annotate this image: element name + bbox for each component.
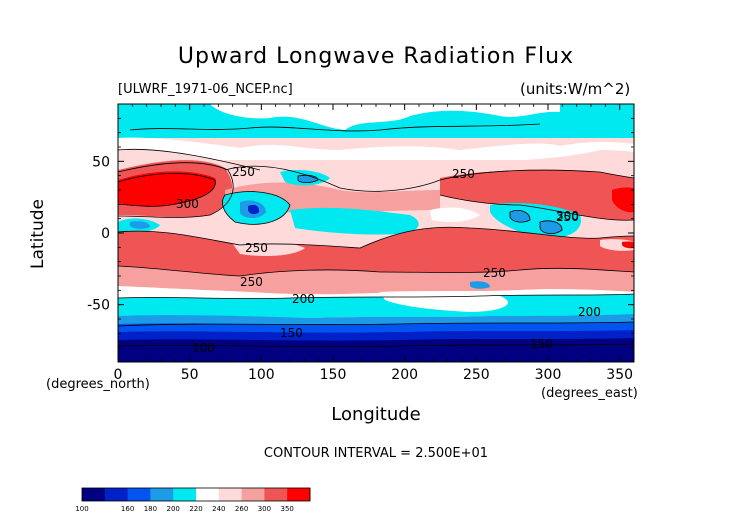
colorbar-label: 100 [75, 505, 88, 513]
contour-line [118, 321, 634, 327]
contour-interval: CONTOUR INTERVAL = 2.500E+01 [263, 446, 489, 461]
colorbar-label: 220 [189, 505, 202, 513]
contour-line [224, 165, 634, 192]
field-south-pink [118, 266, 634, 295]
y-axis: -50 0 50 [87, 117, 634, 349]
contour-line [297, 174, 319, 184]
field-trop-white [430, 207, 480, 223]
source-file-label: [ULWRF_1971-06_NCEP.nc] [118, 82, 293, 97]
y-axis-label: Latitude [28, 199, 48, 269]
contour-line [118, 162, 234, 218]
x-tick-label: 200 [391, 367, 418, 383]
contour-label: 250 [245, 241, 268, 255]
chart-title: Upward Longwave Radiation Flux [177, 44, 575, 69]
x-axis-units: (degrees_east) [541, 386, 638, 401]
field-trop-blue-3 [130, 221, 150, 229]
field-north-cyan-patch [540, 115, 600, 138]
contour-line [509, 210, 531, 223]
colorbar-label: 180 [144, 505, 157, 513]
contour-label: 200 [578, 305, 601, 319]
colorbar-label: 260 [235, 505, 248, 513]
contour-label: 250 [240, 275, 263, 289]
contour-line [118, 265, 634, 277]
x-axis: 0 50 100 150 200 250 300 350 [114, 104, 633, 383]
field-trop-blue-4 [510, 210, 530, 223]
field-trop-blue-5 [540, 220, 562, 234]
contour-label: 250 [483, 266, 506, 280]
contour-label: 100 [192, 341, 215, 355]
field-ne-red-core [612, 187, 634, 213]
field-south-pink-patch [230, 238, 305, 256]
contour-label: 250 [232, 165, 255, 179]
x-tick-label: 50 [181, 367, 199, 383]
contour-label: 300 [556, 209, 579, 223]
field-south-red-band [118, 227, 634, 276]
colorbar-swatch [218, 488, 243, 501]
field-ne-red-band [440, 170, 634, 221]
field-north-white-2 [118, 137, 634, 160]
field-south-red-core [622, 241, 634, 249]
field-trop-cyan-2 [290, 207, 419, 235]
colorbar-swatch [287, 488, 311, 501]
contour-line [439, 194, 634, 221]
x-tick-label: 350 [606, 367, 633, 383]
x-axis-label: Longitude [331, 404, 421, 425]
field-south-blue [118, 322, 634, 334]
field-trop-blue-2 [248, 204, 260, 215]
colorbar-swatch [196, 488, 220, 501]
colorbar-swatch [150, 488, 174, 501]
colorbar-frame [81, 487, 311, 502]
contour-label: 300 [176, 197, 199, 211]
colorbar-label: 200 [167, 505, 180, 513]
contour-label: 200 [292, 292, 315, 306]
x-tick-label: 250 [463, 367, 490, 383]
colorbar-swatch [127, 488, 151, 501]
x-tick-label: 0 [114, 367, 123, 383]
colorbar-swatch [264, 488, 288, 501]
colorbar-label: 240 [212, 505, 225, 513]
colorbar-label: 300 [258, 505, 271, 513]
colorbar-label: 160 [121, 505, 134, 513]
contour-label: 250 [556, 210, 579, 224]
colorbar-label: 350 [281, 505, 294, 513]
x-tick-label: 150 [320, 367, 347, 383]
colorbar: 100 160 180 200 220 240 260 300 350 [75, 487, 311, 513]
contour-line [118, 148, 261, 171]
contour-label: 150 [530, 337, 553, 351]
y-tick-label: 50 [92, 154, 110, 170]
contour-line [118, 226, 634, 249]
colorbar-swatch [82, 488, 106, 501]
units-label: (units:W/m^2) [520, 80, 631, 98]
contour-line [539, 220, 563, 234]
y-tick-label: 0 [101, 226, 110, 242]
field-north-red-core [118, 171, 216, 207]
contour-line [118, 343, 634, 347]
y-axis-units: (degrees_north) [46, 377, 150, 392]
contour-line [118, 293, 634, 299]
colorbar-swatch [173, 488, 197, 501]
field-north-white [118, 104, 560, 130]
x-tick-label: 300 [535, 367, 562, 383]
field-south-blue-patch [470, 281, 490, 289]
colorbar-swatch [241, 488, 265, 501]
contour-line [118, 173, 216, 207]
contour-label: 250 [452, 167, 475, 181]
contour-lines [118, 123, 634, 347]
contour-label: 150 [280, 326, 303, 340]
colorbar-swatch [104, 488, 129, 501]
y-tick-label: -50 [87, 298, 110, 314]
field-south-navy [118, 338, 634, 362]
contour-line [222, 191, 291, 225]
x-tick-label: 100 [248, 367, 275, 383]
contour-line [129, 123, 541, 132]
